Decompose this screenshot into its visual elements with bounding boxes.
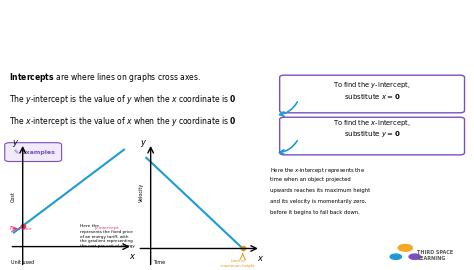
Text: and its velocity is momentarily zero,: and its velocity is momentarily zero, bbox=[270, 199, 366, 204]
Text: $x$: $x$ bbox=[257, 254, 264, 263]
Text: fixed price: fixed price bbox=[10, 227, 32, 231]
Text: THIRD SPACE
LEARNING: THIRD SPACE LEARNING bbox=[417, 250, 453, 261]
Text: time of
maximum height: time of maximum height bbox=[221, 259, 255, 268]
Circle shape bbox=[409, 254, 420, 259]
FancyArrowPatch shape bbox=[280, 102, 297, 116]
Circle shape bbox=[390, 254, 401, 259]
FancyBboxPatch shape bbox=[280, 117, 465, 155]
Text: Here the $x$-intercept represents the: Here the $x$-intercept represents the bbox=[270, 166, 365, 175]
Text: $x$: $x$ bbox=[129, 252, 137, 261]
Text: Here the: Here the bbox=[80, 224, 100, 228]
FancyArrowPatch shape bbox=[280, 141, 297, 154]
Text: $y$: $y$ bbox=[12, 138, 19, 148]
Text: Velocity: Velocity bbox=[138, 183, 144, 202]
Circle shape bbox=[398, 245, 412, 251]
Text: How To Find the $y$–Intercept and the $x$–Intercept: How To Find the $y$–Intercept and the $x… bbox=[19, 15, 455, 34]
Text: before it begins to fall back down.: before it begins to fall back down. bbox=[270, 210, 360, 215]
Text: represents the fixed price
of an energy tariff, with
the gradient representing
t: represents the fixed price of an energy … bbox=[80, 230, 135, 248]
Text: Cost: Cost bbox=[10, 191, 16, 202]
FancyBboxPatch shape bbox=[280, 75, 465, 113]
Text: To find the $x$-intercept,: To find the $x$-intercept, bbox=[333, 118, 411, 128]
Text: upwards reaches its maximum height: upwards reaches its maximum height bbox=[270, 188, 370, 193]
Text: ✎ Examples: ✎ Examples bbox=[14, 149, 55, 155]
Text: Time: Time bbox=[154, 261, 165, 265]
Text: To find the $y$-intercept,: To find the $y$-intercept, bbox=[333, 80, 411, 90]
Text: The $x$-intercept is the value of $x$ when the $y$ coordinate is $\bf{0}$: The $x$-intercept is the value of $x$ wh… bbox=[9, 115, 237, 128]
FancyBboxPatch shape bbox=[5, 143, 62, 161]
Text: The $y$-intercept is the value of $y$ when the $x$ coordinate is $\bf{0}$: The $y$-intercept is the value of $y$ wh… bbox=[9, 93, 237, 106]
Text: $y$-intercept: $y$-intercept bbox=[93, 224, 119, 232]
Text: $\bf{Intercepts}$ are where lines on graphs cross axes.: $\bf{Intercepts}$ are where lines on gra… bbox=[9, 71, 201, 84]
Text: substitute $x = \mathbf{0}$: substitute $x = \mathbf{0}$ bbox=[344, 92, 401, 101]
Text: substitute $y = \mathbf{0}$: substitute $y = \mathbf{0}$ bbox=[344, 129, 401, 139]
Text: Unit used: Unit used bbox=[11, 260, 34, 265]
Text: time when an object projected: time when an object projected bbox=[270, 177, 351, 182]
Text: $y$: $y$ bbox=[140, 138, 147, 148]
